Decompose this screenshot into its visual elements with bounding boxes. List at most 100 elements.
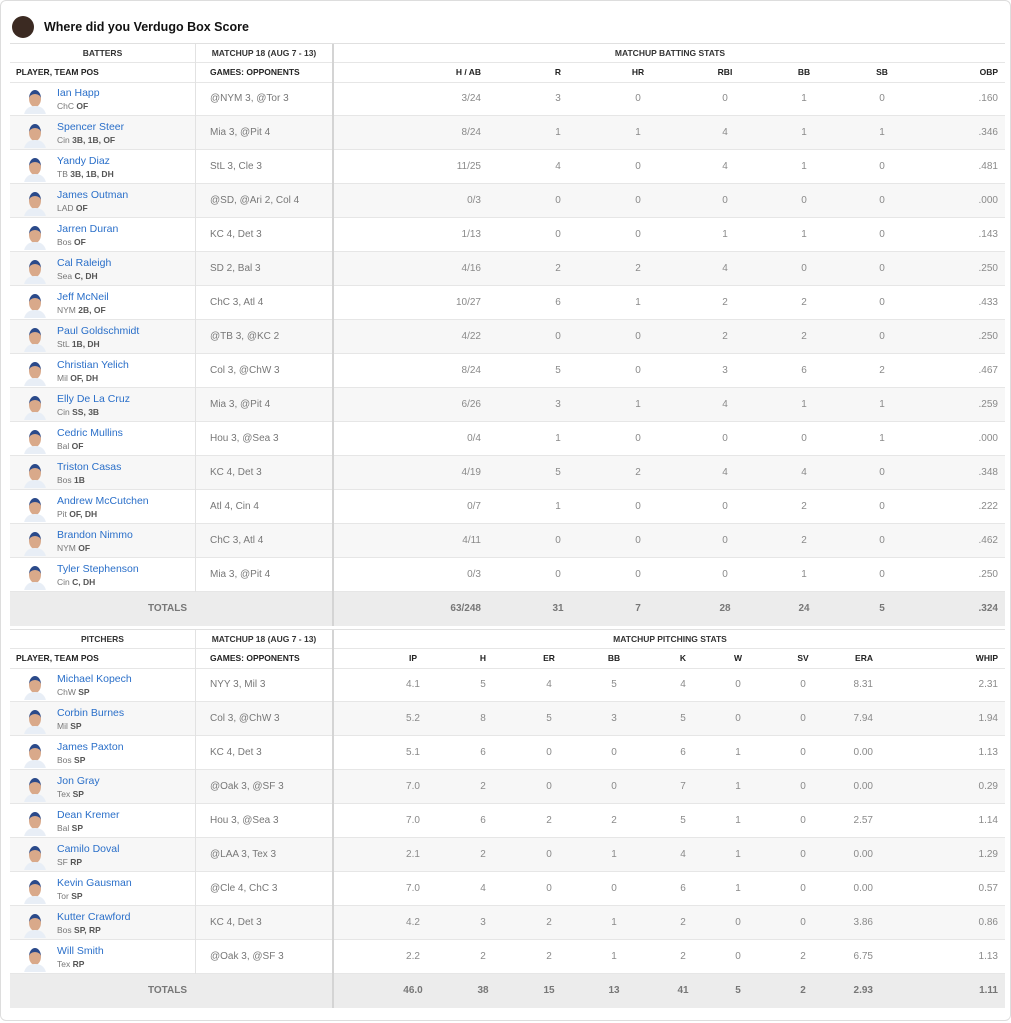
stat: 6: [480, 747, 486, 758]
games: Mia 3, @Pit 4: [210, 127, 271, 138]
stat: 11/25: [456, 161, 481, 172]
player-name[interactable]: Yandy Diaz: [57, 155, 110, 167]
player-name[interactable]: Jeff McNeil: [57, 291, 109, 303]
totals-label: TOTALS: [147, 603, 188, 614]
player-name[interactable]: Camilo Doval: [57, 843, 120, 855]
team-pos: Pit OF, DH: [57, 509, 97, 519]
column-header: W: [733, 653, 743, 663]
stat: 6: [480, 815, 486, 826]
stat: 2: [546, 917, 552, 928]
player-name[interactable]: Jon Gray: [57, 775, 100, 787]
position: C, DH: [72, 577, 96, 587]
column-header: ERA: [855, 653, 873, 663]
divider: [10, 668, 1005, 669]
stat: 1: [801, 569, 807, 580]
player-name[interactable]: Kutter Crawford: [57, 911, 131, 923]
player-name[interactable]: Corbin Burnes: [57, 707, 125, 719]
stat: 1: [801, 93, 807, 104]
player-name[interactable]: James Paxton: [57, 741, 124, 753]
games: Hou 3, @Sea 3: [210, 433, 279, 444]
games: SD 2, Bal 3: [210, 263, 261, 274]
stat: 7.0: [406, 883, 420, 894]
player-name[interactable]: Paul Goldschmidt: [57, 325, 140, 337]
player-name[interactable]: Triston Casas: [57, 461, 122, 473]
stat: 1: [555, 433, 561, 444]
stat: 1: [801, 161, 807, 172]
stat: 4: [722, 127, 728, 138]
stat: .346: [978, 127, 998, 138]
stat: 0: [879, 263, 885, 274]
stat: 1: [735, 849, 741, 860]
team-pos: Bos OF: [57, 237, 86, 247]
player-name[interactable]: Ian Happ: [57, 87, 100, 99]
stat: 5: [555, 365, 561, 376]
stat: 0: [546, 781, 552, 792]
player-name[interactable]: Christian Yelich: [57, 359, 129, 371]
avatar: [22, 394, 48, 420]
position: OF: [76, 101, 89, 111]
stat: 5: [546, 713, 552, 724]
stat: 0: [722, 535, 728, 546]
player-name[interactable]: Spencer Steer: [57, 121, 125, 133]
stat: 2: [800, 951, 806, 962]
player-name[interactable]: Will Smith: [57, 945, 104, 957]
player-name[interactable]: Jarren Duran: [57, 223, 119, 235]
games: Mia 3, @Pit 4: [210, 399, 271, 410]
stat: 1: [879, 127, 885, 138]
stat: 1: [722, 229, 728, 240]
total: 7: [635, 603, 641, 614]
separator: [195, 629, 196, 974]
player-name[interactable]: Tyler Stephenson: [57, 563, 139, 575]
stat: 0: [635, 433, 641, 444]
position: 3B, 1B, DH: [70, 169, 114, 179]
player-name[interactable]: Cal Raleigh: [57, 257, 112, 269]
player-name[interactable]: Dean Kremer: [57, 809, 120, 821]
stat: 0: [635, 535, 641, 546]
stat: 4/22: [461, 331, 481, 342]
separator: [332, 629, 334, 1008]
player-name[interactable]: Andrew McCutchen: [57, 495, 149, 507]
player-name[interactable]: Cedric Mullins: [57, 427, 123, 439]
games: Hou 3, @Sea 3: [210, 815, 279, 826]
total: 38: [477, 985, 489, 996]
stat: 0: [879, 195, 885, 206]
stat: 0: [555, 331, 561, 342]
player-name[interactable]: Elly De La Cruz: [57, 393, 130, 405]
stat: 1.94: [978, 713, 998, 724]
stat: 1: [735, 883, 741, 894]
stat: .348: [978, 467, 998, 478]
player-name[interactable]: Michael Kopech: [57, 673, 132, 685]
stat: 1: [801, 229, 807, 240]
stat: 5.1: [406, 747, 420, 758]
stat: 2: [722, 297, 728, 308]
player-name[interactable]: Kevin Gausman: [57, 877, 132, 889]
avatar: [22, 912, 48, 938]
avatar: [22, 530, 48, 556]
player-name[interactable]: Brandon Nimmo: [57, 529, 133, 541]
row-background: [10, 320, 1005, 354]
stat: 4: [722, 161, 728, 172]
team-pos: Mil SP: [57, 721, 82, 731]
stat: 0: [879, 161, 885, 172]
stat: 0: [801, 195, 807, 206]
stat: 2: [546, 815, 552, 826]
stat: 4: [680, 679, 686, 690]
stat: 2: [801, 535, 807, 546]
stat: .000: [978, 195, 998, 206]
divider: [10, 455, 1005, 456]
team: ChW: [57, 687, 76, 697]
player-name[interactable]: James Outman: [57, 189, 129, 201]
avatar: [22, 878, 48, 904]
total: 5: [879, 603, 885, 614]
stat: 2.2: [406, 951, 420, 962]
team-pos: LAD OF: [57, 203, 88, 213]
stat: 0.29: [978, 781, 998, 792]
stat: 1: [635, 399, 641, 410]
games: ChC 3, Atl 4: [210, 297, 264, 308]
avatar: [22, 810, 48, 836]
games: Mia 3, @Pit 4: [210, 569, 271, 580]
divider: [10, 557, 1005, 558]
stat: 7.94: [853, 713, 873, 724]
games: StL 3, Cle 3: [210, 161, 262, 172]
stat: 0: [722, 195, 728, 206]
